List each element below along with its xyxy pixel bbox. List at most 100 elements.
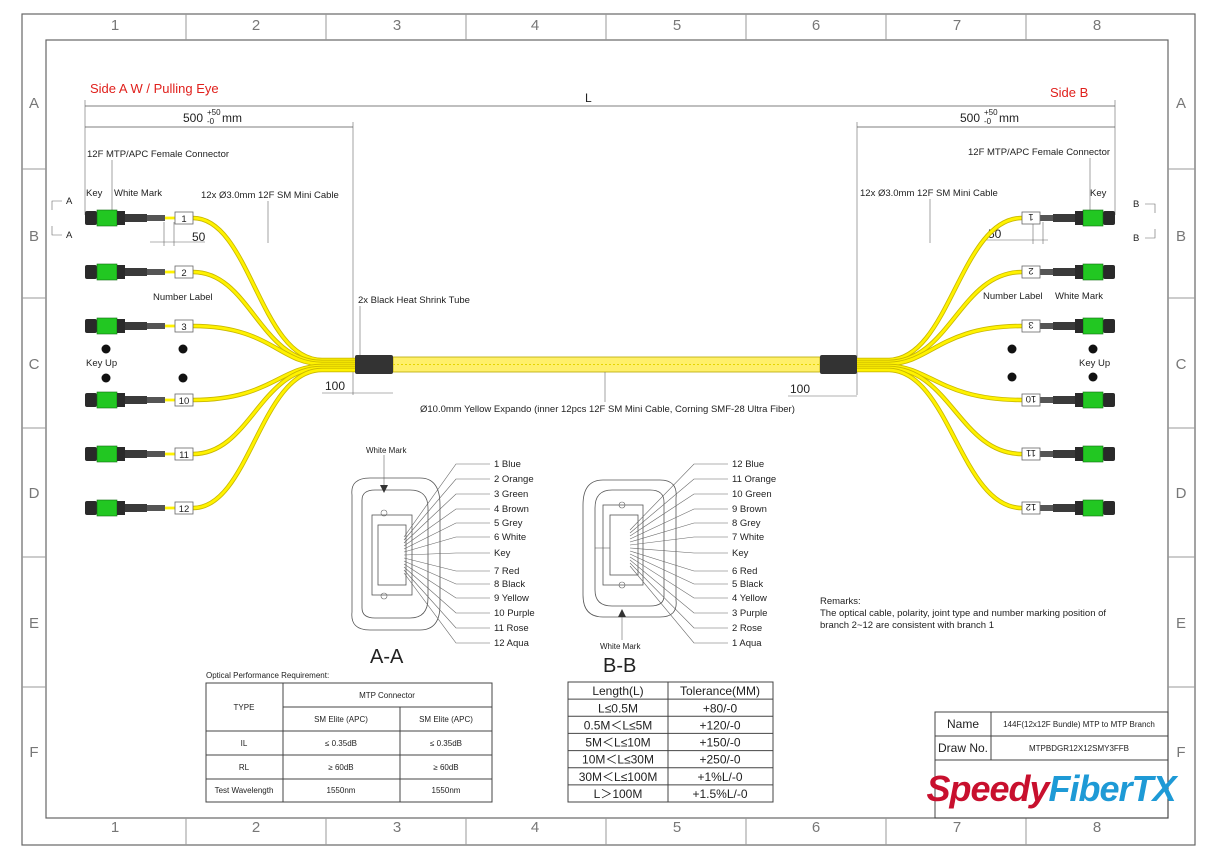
side-b-title: Side B: [1050, 85, 1088, 100]
row-label: Test Wavelength: [215, 786, 274, 795]
title-block: Name 144F(12x12F Bundle) MTP to MTP Bran…: [926, 711, 1180, 819]
section-aa-title: A-A: [370, 646, 404, 668]
fiber-color-label: 6 White: [494, 532, 526, 543]
mtp-connector: [1035, 263, 1115, 281]
fiber-leader: [629, 553, 728, 585]
tolerance-cell: L＞100M: [594, 787, 643, 801]
optical-table-caption: Optical Performance Requirement:: [206, 671, 329, 680]
side-b-key-label: Key: [1090, 188, 1107, 199]
fiber-leader: [403, 560, 490, 585]
section-b-marker-bottom: B: [1133, 233, 1139, 244]
cell: 1550nm: [432, 786, 461, 795]
remarks-line-2: branch 2~12 are consistent with branch 1: [820, 620, 994, 631]
draw-no-label: Draw No.: [938, 741, 988, 755]
branch-fiber-core: [857, 216, 1023, 362]
trunk-cable: [392, 356, 821, 373]
side-b-key-up: Key Up: [1079, 358, 1110, 369]
number-label-tag: [1021, 447, 1041, 461]
side-a-dim-100: 100: [325, 379, 345, 393]
tolerance-cell: +120/-0: [699, 718, 740, 732]
number-label-tag: [1021, 393, 1041, 407]
branch-fiber-core: [857, 324, 1023, 366]
grid-column-label: 5: [673, 17, 681, 34]
side-a-mini-cable-label: 12x Ø3.0mm 12F SM Mini Cable: [201, 190, 339, 201]
fiber-color-label: 1 Aqua: [732, 638, 762, 649]
number-label-tag: [174, 319, 194, 333]
sub-header: SM Elite (APC): [314, 715, 368, 724]
fiber-leader: [629, 536, 728, 546]
branch-number: 3: [181, 322, 186, 333]
branch-number: 1: [181, 214, 186, 225]
mtp-connector: [85, 445, 165, 463]
fiber-color-label: 7 Red: [494, 566, 519, 577]
trunk-label: Ø10.0mm Yellow Expando (inner 12pcs 12F …: [420, 404, 795, 415]
mtp-connector: [1035, 499, 1115, 517]
fiber-leader: [629, 556, 728, 599]
mtp-connector: [1035, 209, 1115, 227]
tolerance-cell: +250/-0: [699, 753, 740, 767]
section-bb-title: B-B: [603, 655, 636, 677]
logo-part-2: FiberTX: [1049, 768, 1179, 809]
side-a-500-value: 500: [183, 111, 203, 125]
branch-fiber-core: [192, 324, 355, 366]
fiber-leader: [403, 557, 490, 572]
fiber-color-label: 11 Orange: [732, 474, 776, 485]
row-label: IL: [241, 739, 248, 748]
grid-row-label: B: [29, 228, 39, 245]
side-b-white-mark-label: White Mark: [1055, 291, 1103, 302]
number-label-tag: [174, 211, 194, 225]
fiber-color-label: 12 Aqua: [494, 638, 530, 649]
remarks-title: Remarks:: [820, 596, 861, 607]
section-a-marker-top: A: [66, 196, 73, 207]
fiber-leader: [629, 522, 728, 543]
branch-fiber-core: [857, 368, 1023, 510]
side-a-title: Side A W / Pulling Eye: [90, 81, 219, 96]
heat-shrink-tube-a: [355, 355, 393, 374]
fiber-leader: [629, 562, 728, 629]
tolerance-cell: +150/-0: [699, 736, 740, 750]
fiber-leader: [403, 572, 490, 644]
fiber-leader: [629, 508, 728, 540]
tolerance-header: Length(L): [592, 684, 643, 698]
cell: 1550nm: [327, 786, 356, 795]
fiber-color-label: 3 Green: [494, 489, 528, 500]
grid-column-label: 4: [531, 17, 539, 34]
grid-row-label: E: [29, 615, 39, 632]
fiber-leader: [629, 478, 728, 534]
section-b-arrow: [1145, 203, 1156, 239]
grid-row-label: D: [29, 485, 40, 502]
section-a-arrow: [51, 200, 62, 236]
name-value: 144F(12x12F Bundle) MTP to MTP Branch: [1003, 720, 1155, 729]
tolerance-cell: +80/-0: [703, 701, 738, 715]
grid-column-label: 7: [953, 17, 961, 34]
mtp-connector: [1035, 317, 1115, 335]
branch-number: 11: [179, 450, 189, 461]
grid-column-label: 2: [252, 819, 260, 836]
fiber-leader: [629, 493, 728, 537]
outer-frame: [21, 13, 1196, 846]
fiber-leader: [403, 508, 490, 547]
overall-length-label: L: [585, 91, 592, 105]
tolerance-cell: 30M＜L≤100M: [579, 770, 658, 784]
side-a-key-label: Key: [86, 188, 103, 199]
mtp-connector: [1035, 391, 1115, 409]
number-label-tag: [174, 447, 194, 461]
type-header: TYPE: [234, 703, 255, 712]
fiber-leader: [403, 569, 490, 629]
side-b-connector-label: 12F MTP/APC Female Connector: [968, 147, 1110, 158]
mtp-connector-header: MTP Connector: [359, 691, 415, 700]
fiber-color-label: 5 Black: [732, 579, 763, 590]
fiber-leader: [403, 552, 490, 556]
fiber-color-label: Key: [494, 548, 511, 559]
tolerance-header: Tolerance(MM): [680, 684, 760, 698]
mtp-connector: [1035, 445, 1115, 463]
fiber-leader: [629, 547, 728, 554]
fiber-leader: [403, 463, 490, 538]
fiber-color-label: 4 Brown: [494, 504, 529, 515]
draw-no-value: MTPBDGR12X12SMY3FFB: [1029, 744, 1129, 753]
number-label-tag: [174, 501, 194, 515]
fiber-color-label: 4 Yellow: [732, 593, 767, 604]
grid-row-label: A: [29, 95, 39, 112]
grid-column-label: 3: [393, 17, 401, 34]
